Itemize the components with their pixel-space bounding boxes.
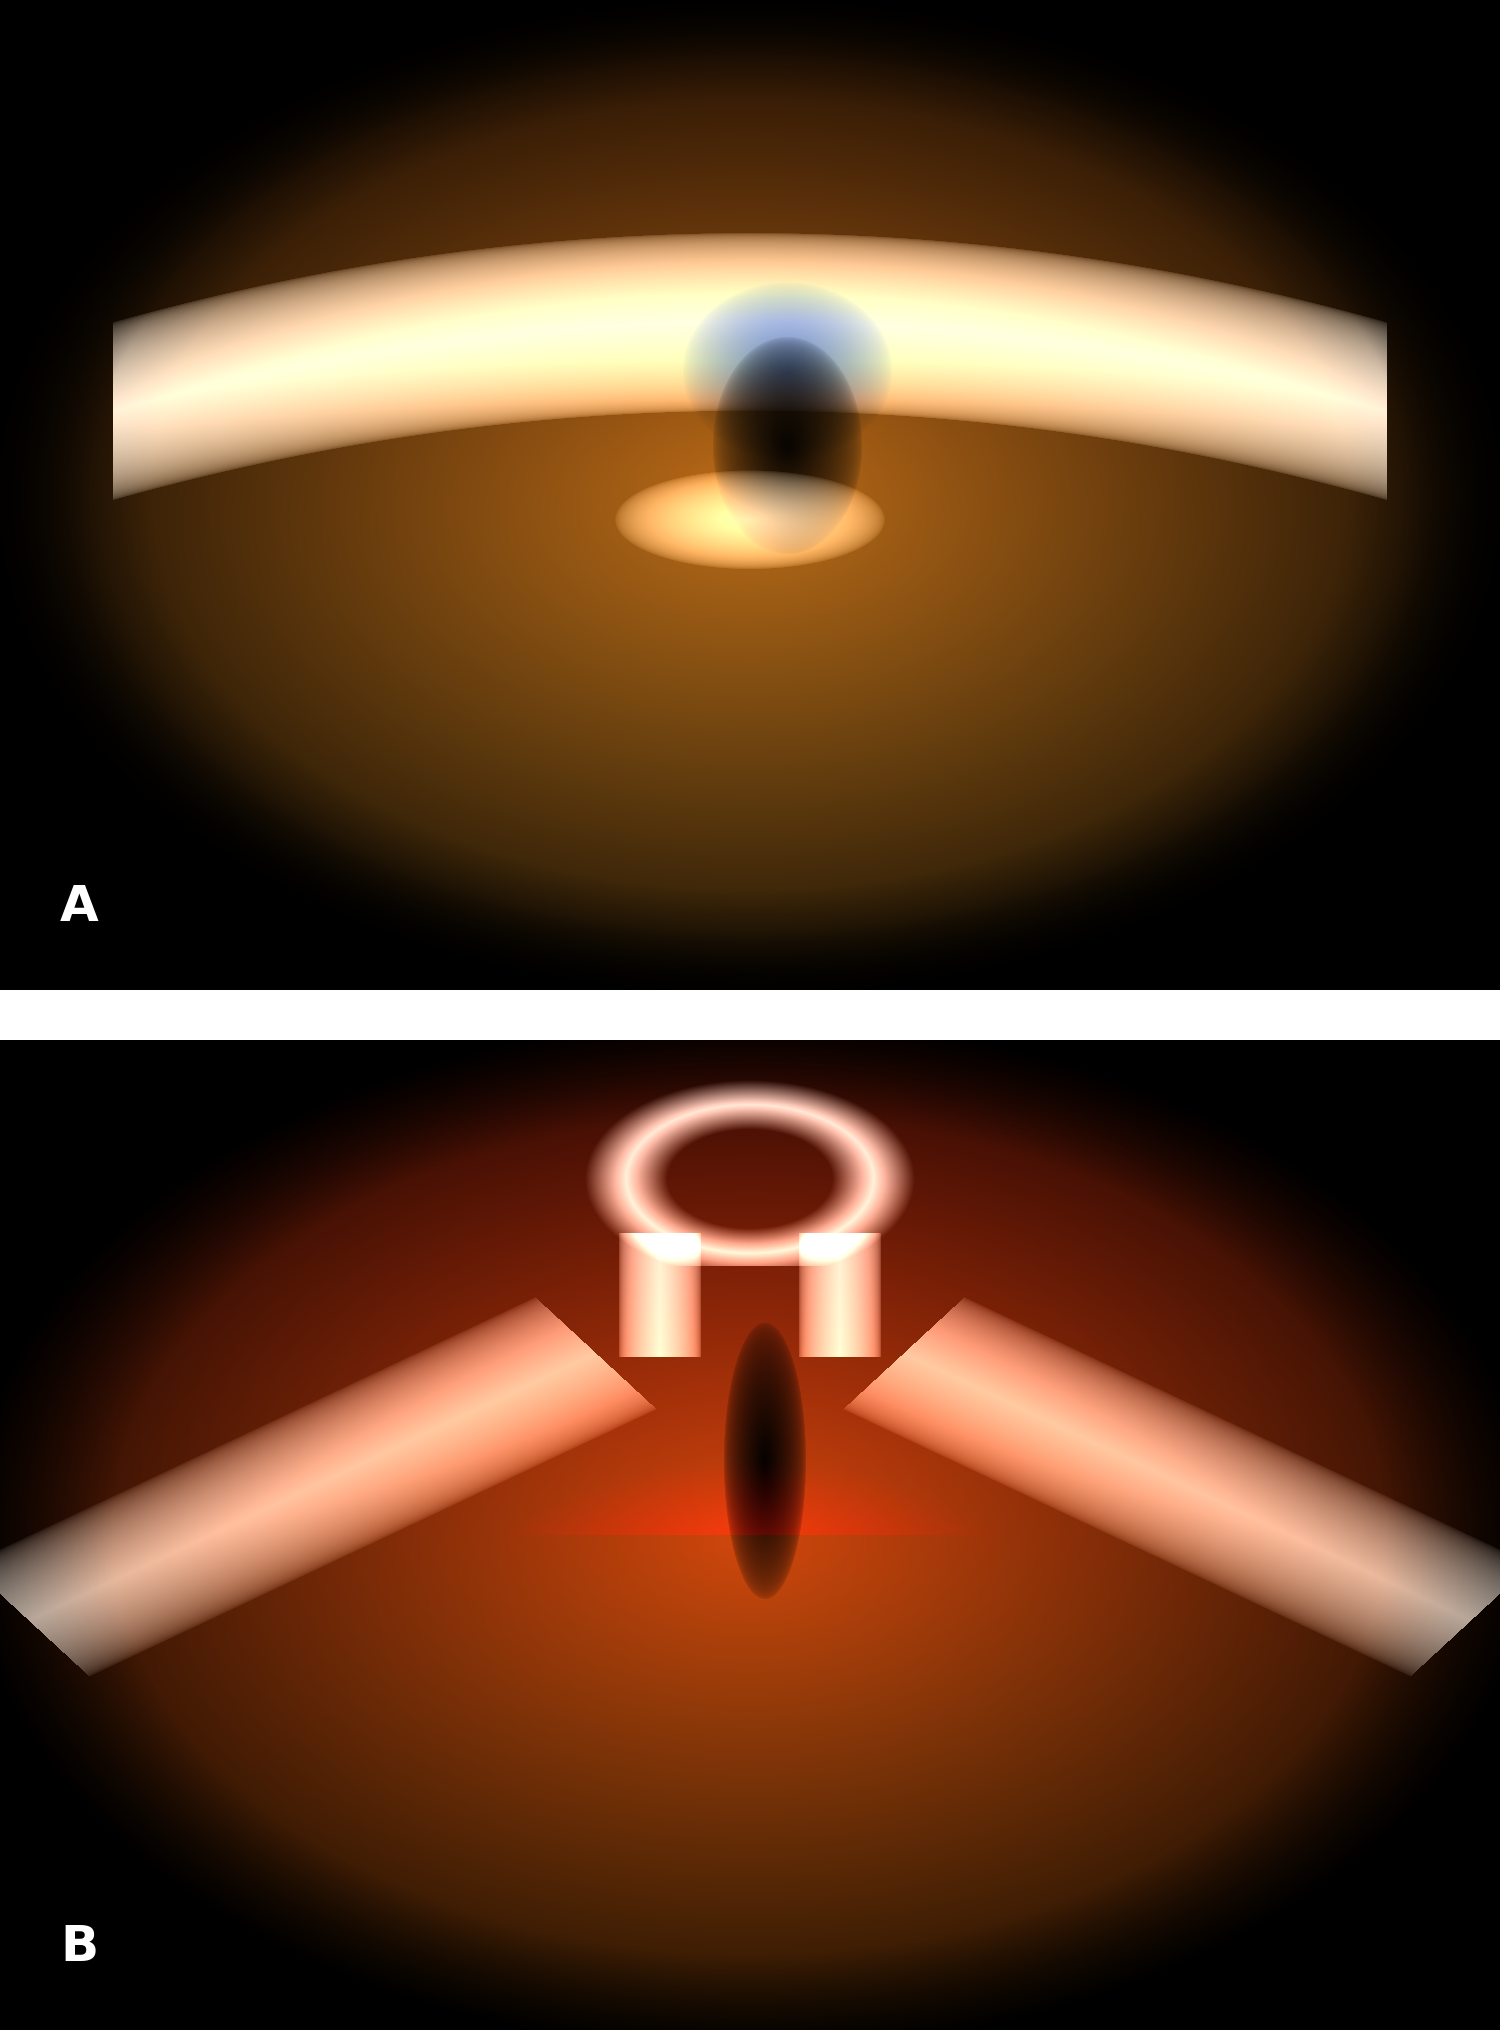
Text: B: B	[60, 1922, 98, 1971]
Text: A: A	[60, 883, 99, 930]
